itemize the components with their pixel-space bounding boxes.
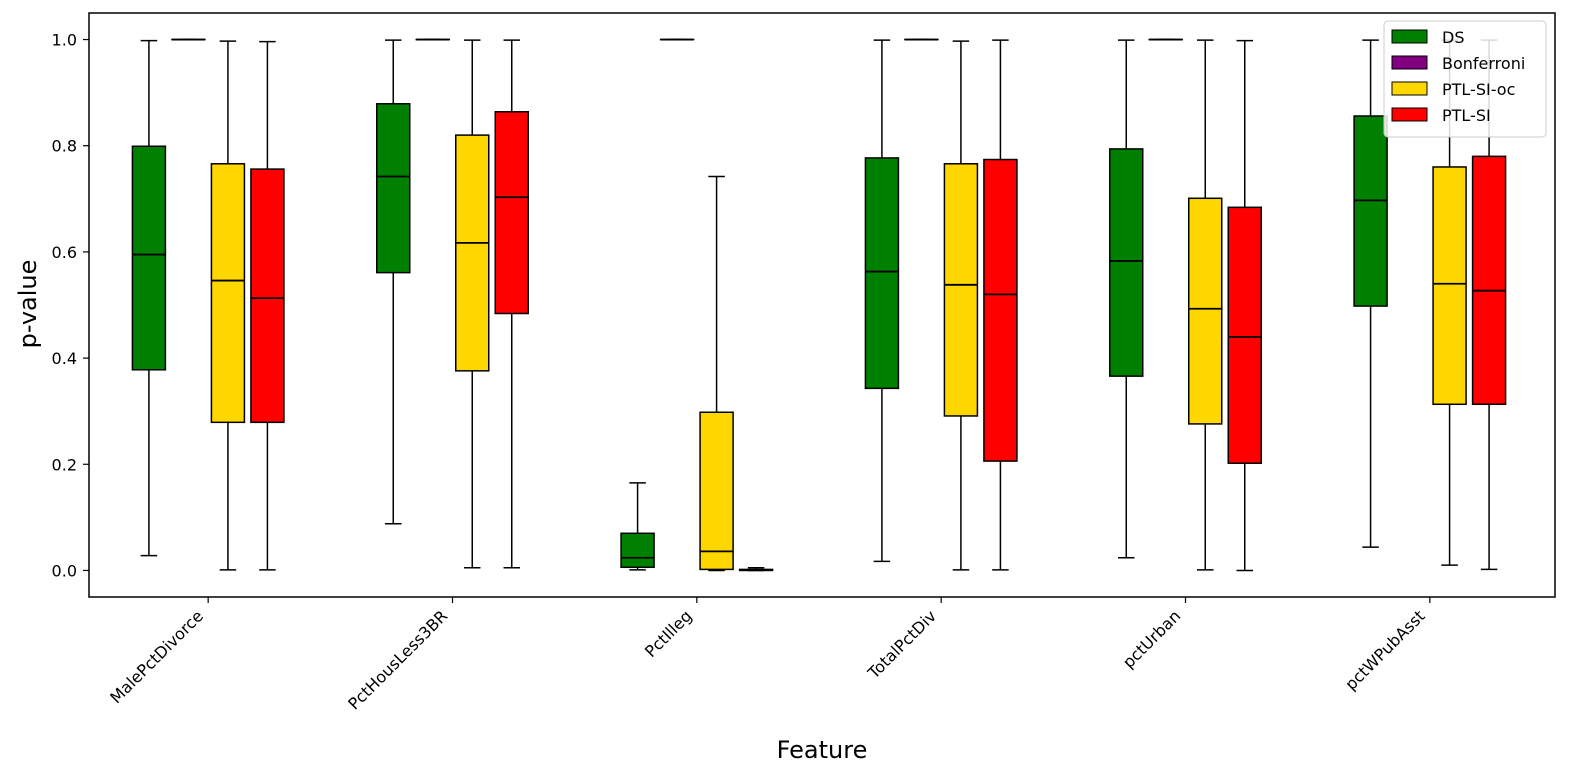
y-tick-label: 0.4 <box>52 349 77 368</box>
box-iqr <box>1227 206 1262 464</box>
y-axis: 0.0 0.2 0.4 0.6 0.8 1.0 <box>52 31 89 580</box>
box-ptl-si-oc <box>699 175 734 572</box>
box-iqr <box>864 157 900 390</box>
plot-area <box>88 12 1556 598</box>
legend-swatch <box>1391 55 1428 70</box>
box-ptl-si <box>250 40 285 571</box>
box-iqr <box>1188 197 1223 425</box>
box-ptl-si-oc <box>1432 39 1467 566</box>
box-iqr <box>620 532 655 569</box>
plot-frame <box>88 12 1556 598</box>
x-tick-label: pctUrban <box>1119 606 1184 671</box>
legend-swatch <box>1391 107 1428 122</box>
legend-label: PTL-SI-oc <box>1442 80 1515 99</box>
x-tick-label: PctHousLess3BR <box>344 606 451 713</box>
legend-label: PTL-SI <box>1442 106 1491 125</box>
box-ptl-si-oc <box>455 39 490 569</box>
box-iqr <box>494 110 529 315</box>
box-ds <box>1353 39 1388 548</box>
box-ds <box>1109 39 1144 559</box>
box-iqr <box>1353 115 1388 307</box>
box-ptl-si-oc <box>210 40 246 571</box>
box-iqr <box>455 134 490 372</box>
box-ds <box>864 39 900 563</box>
box-iqr <box>1471 155 1507 406</box>
y-tick-label: 0.6 <box>52 243 77 262</box>
x-tick-label: TotalPctDiv <box>863 606 940 683</box>
y-tick-label: 0.0 <box>52 561 77 580</box>
box-ptl-si <box>983 39 1018 571</box>
box-ds <box>376 39 411 525</box>
x-tick-label: pctWPubAsst <box>1341 606 1428 693</box>
legend-label: Bonferroni <box>1442 54 1525 73</box>
box-ds <box>131 39 167 557</box>
y-axis-title: p-value <box>14 260 42 349</box>
box-iqr <box>1432 166 1467 406</box>
box-ptl-si <box>738 567 774 572</box>
x-tick-label: MalePctDivorce <box>106 606 207 707</box>
y-tick-label: 1.0 <box>52 31 77 50</box>
x-axis: MalePctDivorce PctHousLess3BR PctIlleg Tota… <box>106 597 1431 713</box>
box-iqr <box>131 145 167 371</box>
box-iqr <box>943 163 979 417</box>
box-iqr <box>250 168 285 424</box>
x-axis-title: Feature <box>777 736 868 764</box>
y-tick-label: 0.8 <box>52 137 77 156</box>
legend: DS Bonferroni PTL-SI-oc PTL-SI <box>1383 20 1547 138</box>
legend-swatch <box>1391 81 1428 96</box>
box-ds <box>620 482 655 571</box>
box-iqr <box>376 103 411 274</box>
box-iqr <box>210 163 246 424</box>
box-iqr <box>983 158 1018 462</box>
legend-label: DS <box>1442 28 1464 47</box>
box-ptl-si-oc <box>943 40 979 571</box>
legend-swatch <box>1391 29 1428 44</box>
box-ptl-si <box>494 39 529 569</box>
box-ptl-si-oc <box>1188 39 1223 571</box>
box-iqr <box>699 411 734 571</box>
box-series <box>131 38 1507 572</box>
y-tick-label: 0.2 <box>52 455 77 474</box>
box-iqr <box>1109 148 1144 377</box>
x-tick-label: PctIlleg <box>641 606 696 661</box>
box-ptl-si <box>1227 39 1262 572</box>
